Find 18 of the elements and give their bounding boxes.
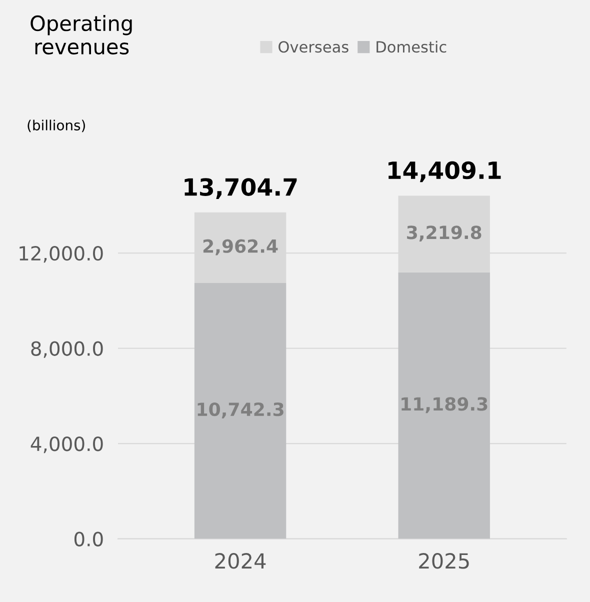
y-tick-label: 0.0 — [74, 532, 103, 546]
legend-label: Overseas — [278, 41, 348, 53]
chart-title: Operating revenues — [30, 15, 132, 55]
x-tick-label: 2024 — [215, 553, 266, 569]
text: 2,962.4 — [203, 239, 278, 256]
bar — [398, 272, 490, 539]
legend-label: Domestic — [376, 40, 446, 53]
y-tick-label: 8,000.0 — [31, 341, 103, 358]
x-tick-label: 2025 — [419, 553, 469, 569]
y-tick-label: 12,000.0 — [20, 246, 103, 263]
text: 11,189.3 — [402, 397, 488, 414]
y-axis-title: (billions) — [28, 120, 85, 132]
text: 10,742.3 — [198, 402, 284, 418]
bar — [194, 282, 286, 539]
total-label: 14,409.1 — [388, 161, 501, 182]
total-label: 13,704.7 — [184, 178, 297, 199]
y-tick-label: 4,000.0 — [30, 436, 103, 454]
text: 3,219.8 — [407, 226, 482, 242]
